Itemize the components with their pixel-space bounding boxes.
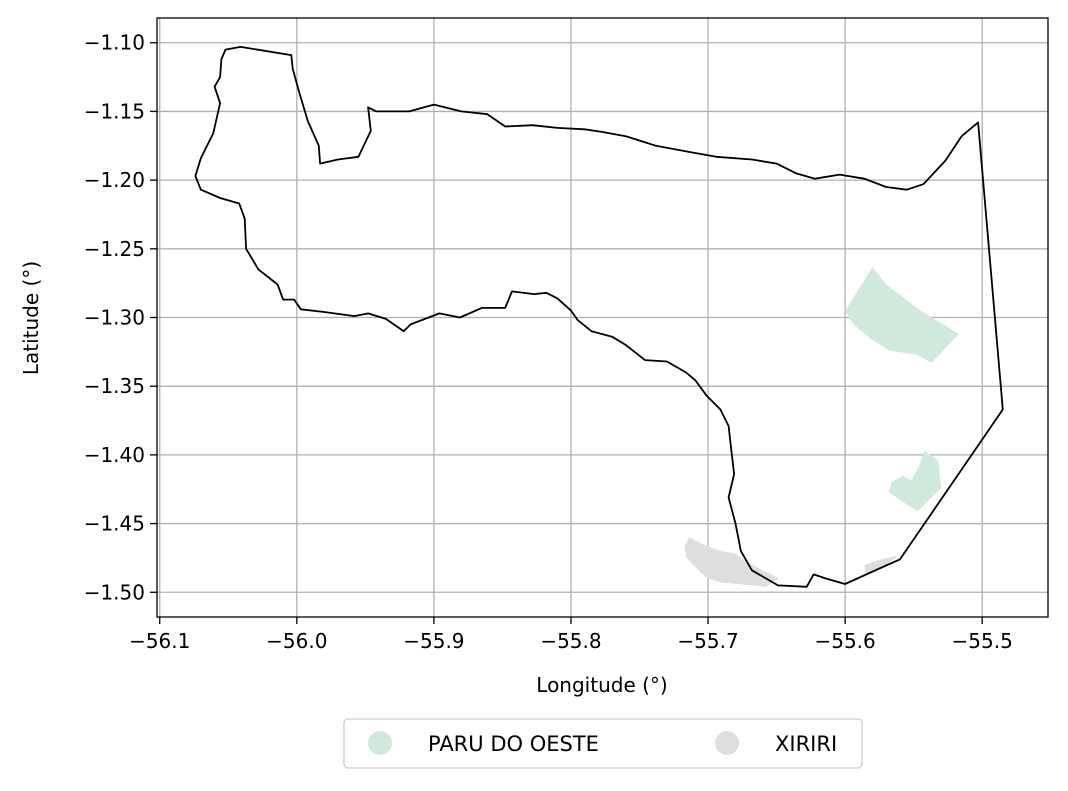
area-paru-do-oeste	[845, 266, 959, 363]
legend-marker-xiriri	[715, 731, 739, 755]
legend: PARU DO OESTE XIRIRI	[343, 718, 863, 769]
y-tick-label: −1.15	[84, 99, 145, 123]
x-tick-label: −55.5	[952, 629, 1013, 653]
y-tick-label: −1.20	[84, 168, 145, 192]
y-tick-label: −1.40	[84, 443, 145, 467]
y-axis-ticks: −1.10 −1.15 −1.20 −1.25 −1.30 −1.35 −1.40 −1.45…	[84, 31, 157, 604]
protected-areas	[684, 266, 959, 587]
x-tick-label: −56.1	[129, 629, 190, 653]
y-tick-label: −1.35	[84, 374, 145, 398]
x-tick-label: −55.7	[677, 629, 738, 653]
y-tick-label: −1.45	[84, 512, 145, 536]
municipality-outline	[194, 46, 1004, 588]
municipality-boundary	[194, 46, 1004, 588]
area-xiriri	[684, 537, 780, 587]
y-tick-label: −1.10	[84, 31, 145, 55]
x-tick-label: −55.8	[540, 629, 601, 653]
area-paru-do-oeste	[889, 450, 942, 512]
legend-label-xiriri: XIRIRI	[775, 732, 837, 756]
legend-box	[343, 718, 863, 769]
x-tick-label: −55.6	[814, 629, 875, 653]
x-axis-label: Longitude (°)	[536, 673, 667, 697]
y-tick-label: −1.50	[84, 580, 145, 604]
y-tick-label: −1.25	[84, 237, 145, 261]
x-tick-label: −55.9	[403, 629, 464, 653]
x-tick-label: −56.0	[266, 629, 327, 653]
legend-label-paru-do-oeste: PARU DO OESTE	[428, 732, 599, 756]
x-axis-ticks: −56.1 −56.0 −55.9 −55.8 −55.7 −55.6 −55.5	[129, 617, 1013, 653]
legend-marker-paru-do-oeste	[368, 731, 392, 755]
y-tick-label: −1.30	[84, 306, 145, 330]
y-axis-label: Latitude (°)	[19, 261, 43, 375]
